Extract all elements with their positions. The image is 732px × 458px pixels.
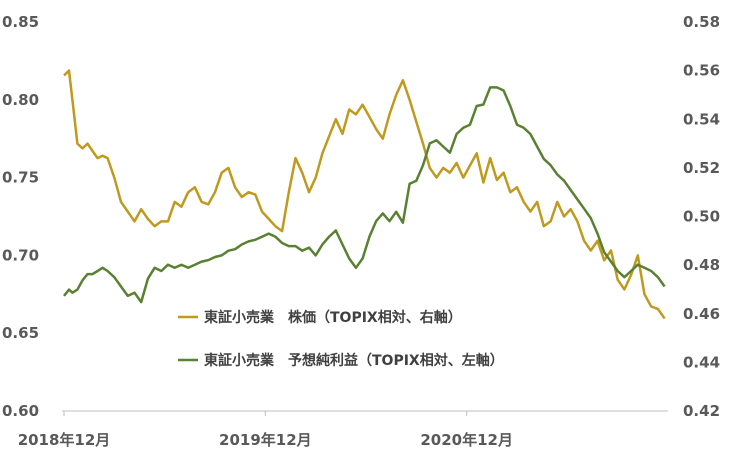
right-tick-label: 0.46: [683, 305, 720, 323]
right-tick-label: 0.42: [683, 402, 720, 420]
left-tick-label: 0.65: [2, 324, 39, 342]
legend: 東証小売業 株価（TOPIX相対、右軸） 東証小売業 予想純利益（TOPIX相対…: [178, 309, 504, 369]
series-line-profit: [63, 86, 666, 304]
x-axis-ticks: 2018年12月 2019年12月 2020年12月: [18, 411, 513, 449]
right-tick-label: 0.48: [683, 256, 720, 274]
x-tick-label: 2020年12月: [420, 431, 513, 449]
left-tick-label: 0.75: [2, 169, 39, 187]
right-tick-label: 0.44: [683, 353, 720, 371]
right-tick-label: 0.58: [683, 13, 720, 31]
right-axis-ticks: 0.58 0.56 0.54 0.52 0.50 0.48 0.46 0.44 0.42: [683, 13, 720, 420]
left-tick-label: 0.85: [2, 13, 39, 31]
right-tick-label: 0.50: [683, 208, 720, 226]
right-tick-label: 0.52: [683, 159, 720, 177]
x-tick-label: 2018年12月: [18, 431, 111, 449]
legend-label-price: 東証小売業 株価（TOPIX相対、右軸）: [204, 309, 462, 326]
left-axis-ticks: 0.85 0.80 0.75 0.70 0.65 0.60: [2, 13, 39, 420]
left-tick-label: 0.60: [2, 402, 39, 420]
right-tick-label: 0.54: [683, 110, 720, 128]
x-tick-label: 2019年12月: [219, 431, 312, 449]
series-lines: [63, 69, 666, 320]
left-tick-label: 0.70: [2, 246, 39, 264]
series-line-price: [63, 69, 666, 320]
legend-label-profit: 東証小売業 予想純利益（TOPIX相対、左軸）: [204, 352, 504, 369]
left-tick-label: 0.80: [2, 91, 39, 109]
right-tick-label: 0.56: [683, 62, 720, 80]
